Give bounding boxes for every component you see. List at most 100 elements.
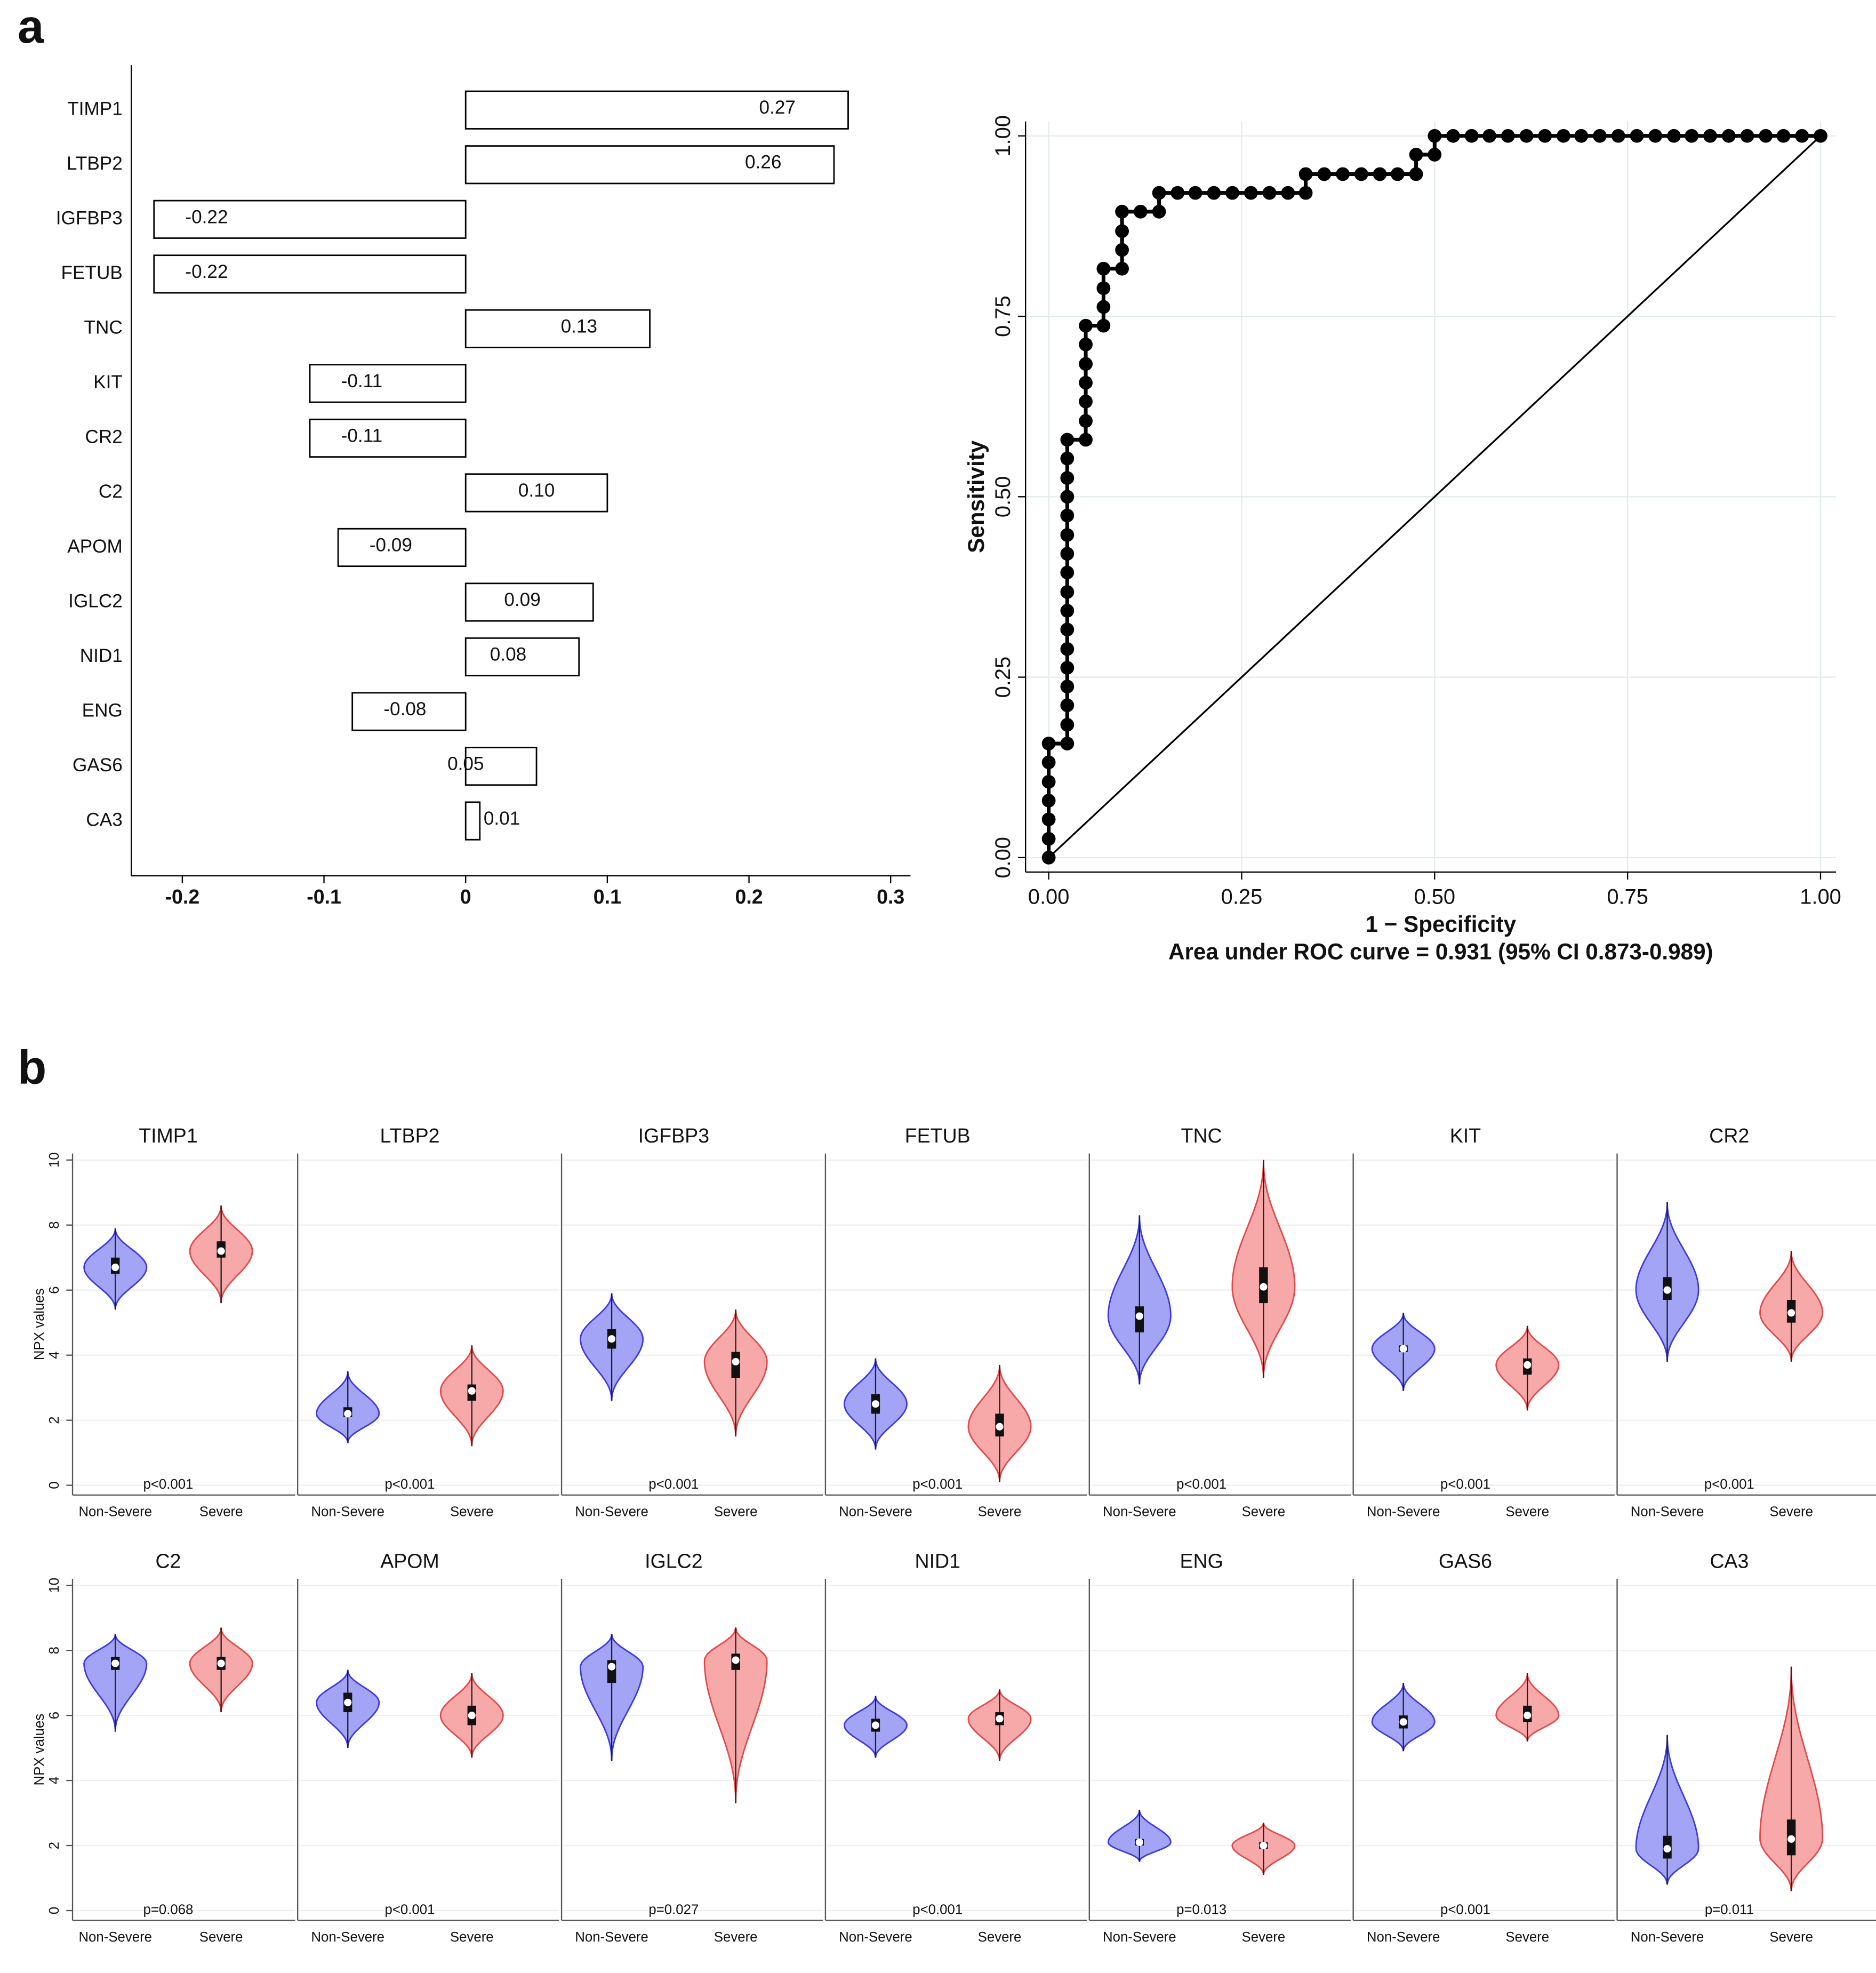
roc-point <box>1188 186 1202 200</box>
roc-point <box>1060 451 1075 466</box>
panel-title: C2 <box>155 1549 181 1572</box>
bar <box>464 309 651 348</box>
group-label: Non-Severe <box>1367 1930 1440 1945</box>
p-value: p<0.001 <box>1176 1477 1226 1492</box>
group-label: Severe <box>978 1505 1022 1520</box>
median <box>111 1659 119 1667</box>
roc-point <box>1115 204 1129 219</box>
roc-point <box>1060 642 1075 656</box>
roc-point <box>1482 129 1496 143</box>
bar <box>309 418 467 458</box>
panel-title: KIT <box>1450 1124 1481 1147</box>
bar <box>337 528 467 568</box>
roc-point <box>1079 357 1093 371</box>
panel-label: a <box>18 0 45 53</box>
roc-point <box>1667 129 1681 143</box>
roc-point <box>1814 129 1827 143</box>
y-tick-label: 8 <box>47 1647 62 1654</box>
median <box>468 1712 476 1720</box>
median <box>1787 1309 1795 1317</box>
roc-point <box>1060 528 1075 542</box>
median <box>1399 1718 1407 1726</box>
panel-title: NID1 <box>915 1549 960 1572</box>
panel-title: GAS6 <box>1439 1549 1492 1572</box>
roc-point <box>1041 737 1056 750</box>
group-label: Non-Severe <box>839 1505 912 1520</box>
roc-point <box>1060 680 1075 694</box>
panel-title: LTBP2 <box>380 1124 440 1147</box>
p-value: p=0.027 <box>648 1902 699 1917</box>
bar <box>464 582 594 622</box>
x-tick-label: 0.25 <box>1221 885 1263 909</box>
data-label: -0.11 <box>341 425 383 446</box>
y-tick-label: 2 <box>47 1416 62 1424</box>
x-axis-label: 1 − Specificity <box>1365 912 1516 937</box>
roc-point <box>1428 148 1442 162</box>
data-label: -0.08 <box>383 699 426 720</box>
bar <box>464 637 580 677</box>
median <box>732 1357 740 1365</box>
x-tick-label: 0.1 <box>594 885 621 908</box>
y-tick-label: NID1 <box>80 645 123 666</box>
group-label: Non-Severe <box>1103 1505 1176 1520</box>
data-label: 0.05 <box>447 754 484 774</box>
y-tick-label: 6 <box>47 1712 62 1719</box>
roc-point <box>1574 129 1589 143</box>
roc-point <box>1079 433 1093 447</box>
y-tick-label: 0 <box>47 1907 62 1914</box>
roc-point <box>1244 186 1258 200</box>
bar <box>351 692 467 731</box>
median <box>1663 1845 1671 1853</box>
roc-point <box>1225 186 1239 200</box>
data-label: 0.13 <box>561 316 597 337</box>
median <box>1399 1345 1407 1353</box>
group-label: Non-Severe <box>839 1930 912 1945</box>
x-tick-label: 0.75 <box>1607 885 1648 909</box>
median <box>1260 1283 1268 1291</box>
roc-point <box>1041 850 1056 865</box>
roc-point <box>1354 167 1368 181</box>
bar <box>153 199 467 239</box>
roc-point <box>1721 129 1736 143</box>
group-label: Severe <box>1242 1930 1286 1945</box>
roc-point <box>1079 376 1093 390</box>
roc-point <box>1060 698 1075 713</box>
panel-title: CA3 <box>1710 1549 1749 1572</box>
group-label: Severe <box>450 1505 494 1520</box>
roc-point <box>1298 186 1313 200</box>
p-value: p<0.001 <box>1704 1477 1754 1492</box>
y-tick-label: C2 <box>99 481 123 502</box>
y-tick-label: TIMP1 <box>67 99 123 119</box>
bar <box>464 801 481 841</box>
panel-title: IGLC2 <box>645 1549 702 1572</box>
roc-point <box>1262 186 1277 200</box>
roc-point <box>1409 148 1423 162</box>
y-tick-label: 4 <box>47 1777 62 1784</box>
roc-point <box>1373 167 1387 181</box>
roc-point <box>1115 261 1129 276</box>
group-label: Severe <box>450 1930 494 1945</box>
roc-point <box>1133 204 1148 219</box>
y-tick-label: IGFBP3 <box>56 208 123 229</box>
roc-point <box>1298 167 1313 181</box>
median <box>608 1663 616 1671</box>
p-value: p<0.001 <box>385 1902 435 1917</box>
roc-point <box>1115 224 1129 238</box>
bar <box>464 145 835 185</box>
p-value: p<0.001 <box>1440 1902 1490 1917</box>
group-label: Severe <box>714 1505 758 1520</box>
roc-point <box>1648 129 1663 143</box>
p-value: p<0.001 <box>912 1477 963 1492</box>
roc-point <box>1557 129 1570 143</box>
group-label: Non-Severe <box>311 1505 384 1520</box>
median <box>608 1335 616 1343</box>
group-label: Non-Severe <box>575 1930 648 1945</box>
roc-point <box>1041 755 1056 770</box>
roc-point <box>1317 167 1332 181</box>
roc-point <box>1060 433 1075 447</box>
x-tick-label: -0.2 <box>165 885 200 908</box>
roc-point <box>1041 794 1056 808</box>
bar <box>153 254 467 294</box>
data-label: 0.27 <box>759 97 796 118</box>
roc-point <box>1096 281 1111 295</box>
